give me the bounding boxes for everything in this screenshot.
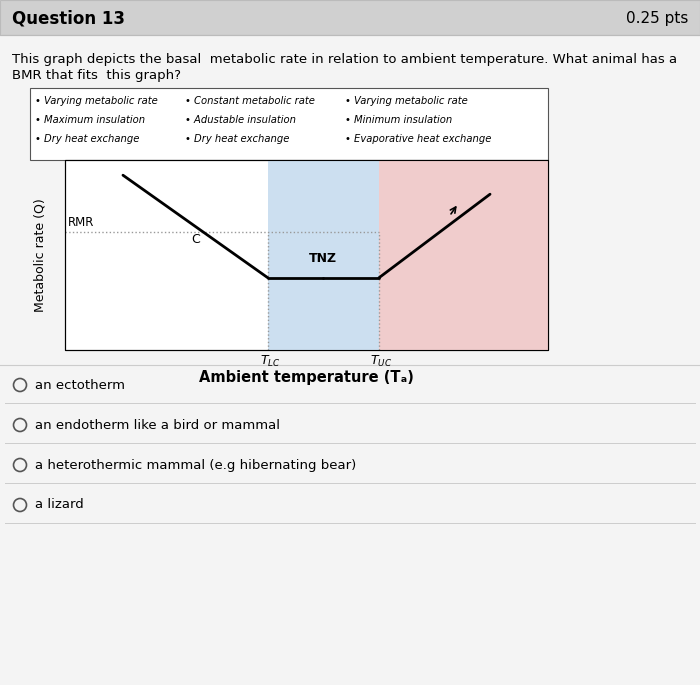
Bar [268, 160, 379, 350]
Text: BMR that fits  this graph?: BMR that fits this graph? [12, 68, 181, 82]
Text: a heterothermic mammal (e.g hibernating bear): a heterothermic mammal (e.g hibernating … [35, 458, 356, 471]
Text: • Varying metabolic rate: • Varying metabolic rate [345, 96, 468, 106]
Text: • Dry heat exchange: • Dry heat exchange [35, 134, 139, 144]
Text: • Maximum insulation: • Maximum insulation [35, 115, 145, 125]
Text: a lizard: a lizard [35, 499, 84, 512]
Text: $T_{UC}$: $T_{UC}$ [370, 354, 392, 369]
Text: 0.25 pts: 0.25 pts [626, 10, 688, 25]
Bar [0, 0, 700, 35]
Text: TNZ: TNZ [309, 252, 337, 265]
Text: • Dry heat exchange: • Dry heat exchange [185, 134, 289, 144]
Text: RMR: RMR [68, 216, 95, 229]
Bar [379, 160, 548, 350]
Bar [30, 88, 548, 160]
Text: Metabolic rate (Q): Metabolic rate (Q) [34, 198, 46, 312]
Text: $T_{LC}$: $T_{LC}$ [260, 354, 280, 369]
Bar [65, 160, 548, 350]
Text: Question 13: Question 13 [12, 9, 125, 27]
Text: • Constant metabolic rate: • Constant metabolic rate [185, 96, 315, 106]
Bar [65, 160, 548, 350]
Text: This graph depicts the basal  metabolic rate in relation to ambient temperature.: This graph depicts the basal metabolic r… [12, 53, 677, 66]
Text: an endotherm like a bird or mammal: an endotherm like a bird or mammal [35, 419, 280, 432]
Text: • Adustable insulation: • Adustable insulation [185, 115, 296, 125]
Text: • Evaporative heat exchange: • Evaporative heat exchange [345, 134, 491, 144]
Text: an ectotherm: an ectotherm [35, 379, 125, 392]
Text: • Varying metabolic rate: • Varying metabolic rate [35, 96, 158, 106]
Text: Ambient temperature (Tₐ): Ambient temperature (Tₐ) [199, 370, 414, 385]
Text: C: C [191, 234, 200, 247]
Text: • Minimum insulation: • Minimum insulation [345, 115, 452, 125]
